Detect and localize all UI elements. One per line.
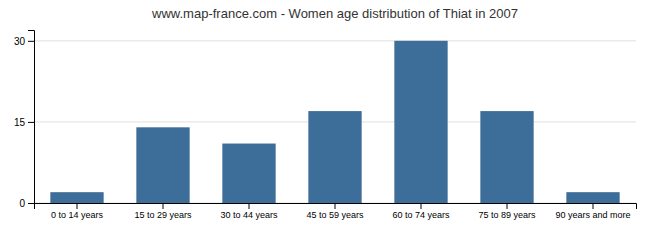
x-tick-label: 90 years and more	[555, 210, 630, 220]
y-tick-mark	[28, 122, 34, 123]
y-tick: 0	[19, 198, 34, 209]
title: www.map-france.com - Women age distribut…	[151, 6, 518, 21]
bar	[308, 111, 361, 203]
y-tick: 30	[14, 36, 34, 47]
x-tick: 60 to 74 years	[392, 203, 450, 220]
x-tick-label: 75 to 89 years	[478, 210, 536, 220]
y-axis-line	[28, 31, 35, 204]
x-tick: 45 to 59 years	[306, 203, 364, 220]
x-tick: 75 to 89 years	[478, 203, 536, 220]
x-tick-label: 60 to 74 years	[392, 210, 450, 220]
x-tick: 30 to 44 years	[220, 203, 278, 220]
x-tick-mark	[77, 203, 78, 209]
x-tick-mark	[507, 203, 508, 209]
chart-container: 0 15 30 0 to 14 years 15 to 29 years 30 to 44…	[0, 0, 650, 229]
y-tick-label: 30	[14, 36, 26, 47]
x-tick-mark	[163, 203, 164, 209]
x-tick-label: 30 to 44 years	[220, 210, 278, 220]
x-tick-mark	[593, 203, 594, 209]
y-tick-label: 0	[19, 198, 25, 209]
grid	[34, 41, 636, 203]
y-tick-mark	[28, 41, 34, 42]
bar	[566, 192, 619, 203]
y-axis: 0 15 30	[14, 31, 35, 209]
x-tick-mark	[421, 203, 422, 209]
x-tick: 15 to 29 years	[134, 203, 192, 220]
bar	[222, 144, 275, 203]
plot-area: 0 15 30 0 to 14 years 15 to 29 years 30 to 44…	[14, 31, 637, 221]
y-tick: 15	[14, 117, 34, 128]
y-tick-mark	[28, 203, 34, 204]
x-tick-label: 45 to 59 years	[306, 210, 364, 220]
bar	[480, 111, 533, 203]
bars	[50, 41, 619, 203]
x-tick-label: 15 to 29 years	[134, 210, 192, 220]
bar	[50, 192, 103, 203]
bar	[394, 41, 447, 203]
x-tick-mark	[335, 203, 336, 209]
x-tick-mark	[249, 203, 250, 209]
x-tick: 0 to 14 years	[51, 203, 104, 220]
y-tick-label: 15	[14, 117, 26, 128]
x-tick-label: 0 to 14 years	[51, 210, 104, 220]
bar	[136, 127, 189, 203]
x-axis-line	[35, 204, 637, 210]
grid-line	[34, 40, 636, 41]
x-tick: 90 years and more	[555, 203, 630, 220]
chart-svg: 0 15 30 0 to 14 years 15 to 29 years 30 to 44…	[0, 0, 650, 229]
x-axis: 0 to 14 years 15 to 29 years 30 to 44 year…	[35, 203, 637, 220]
